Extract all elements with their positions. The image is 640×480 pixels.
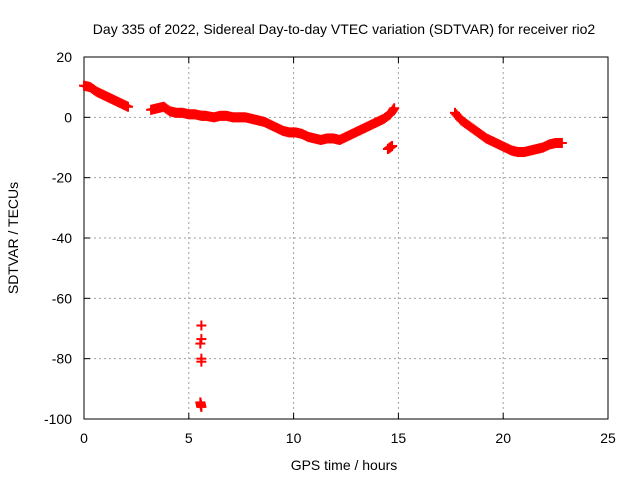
x-axis-label: GPS time / hours bbox=[291, 457, 398, 473]
y-tick-label: -80 bbox=[52, 351, 72, 367]
data-point bbox=[196, 401, 207, 412]
data-point bbox=[556, 137, 567, 148]
axis-ticks: 0 5 10 15 20 25 -100 -80 -60 -40 -20 0 20 bbox=[44, 49, 616, 446]
data-points bbox=[79, 80, 567, 412]
data-point bbox=[387, 140, 398, 151]
data-point bbox=[196, 320, 207, 331]
y-tick-label: 20 bbox=[56, 49, 72, 65]
y-tick-label: -100 bbox=[44, 411, 72, 427]
y-tick-label: -40 bbox=[52, 230, 72, 246]
grid-lines bbox=[84, 57, 608, 419]
data-point bbox=[389, 103, 400, 114]
data-point bbox=[123, 101, 134, 112]
y-tick-label: -60 bbox=[52, 290, 72, 306]
x-tick-label: 15 bbox=[391, 430, 407, 446]
data-point bbox=[196, 334, 207, 345]
data-point bbox=[196, 356, 207, 367]
y-tick-label: -20 bbox=[52, 170, 72, 186]
data-point bbox=[195, 338, 206, 349]
chart-title: Day 335 of 2022, Sidereal Day-to-day VTE… bbox=[93, 21, 596, 37]
y-tick-label: 0 bbox=[64, 109, 72, 125]
x-tick-label: 10 bbox=[286, 430, 302, 446]
y-axis-label: SDTVAR / TECUs bbox=[5, 182, 21, 294]
x-tick-label: 0 bbox=[80, 430, 88, 446]
x-tick-label: 20 bbox=[495, 430, 511, 446]
x-tick-label: 5 bbox=[185, 430, 193, 446]
x-tick-label: 25 bbox=[600, 430, 616, 446]
